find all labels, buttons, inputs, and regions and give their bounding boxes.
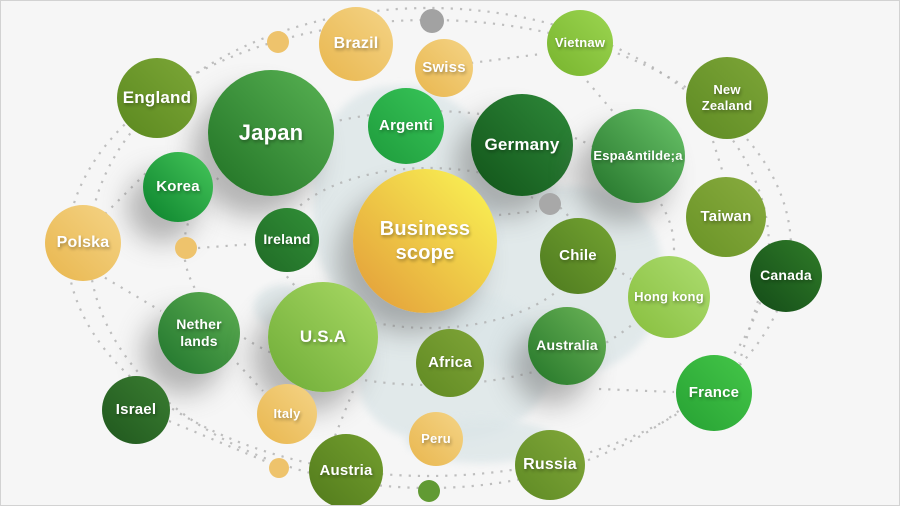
bubble-label: Japan bbox=[238, 119, 304, 145]
bubble-label: Brazil bbox=[333, 35, 379, 53]
bubble-label: Australia bbox=[536, 337, 598, 354]
decorative-dot bbox=[418, 480, 440, 502]
bubble-new-zealand[interactable]: New Zealand bbox=[686, 57, 768, 139]
bubble-label: Canada bbox=[760, 267, 812, 284]
bubble-label: Germany bbox=[484, 134, 560, 154]
bubble-label: New Zealand bbox=[701, 82, 753, 113]
bubble-chile[interactable]: Chile bbox=[540, 218, 616, 294]
bubble-africa[interactable]: Africa bbox=[416, 329, 484, 397]
bubble-england[interactable]: England bbox=[117, 58, 197, 138]
bubble-label: England bbox=[122, 87, 192, 107]
bubble-label: Taiwan bbox=[700, 207, 752, 225]
bubble-korea[interactable]: Korea bbox=[143, 152, 213, 222]
bubble-label: Israel bbox=[115, 400, 157, 418]
bubble-label: Polska bbox=[56, 234, 110, 252]
bubble-usa[interactable]: U.S.A bbox=[268, 282, 378, 392]
bubble-australia[interactable]: Australia bbox=[528, 307, 606, 385]
bubble-label: Austria bbox=[319, 461, 373, 479]
bubble-france[interactable]: France bbox=[676, 355, 752, 431]
bubble-japan[interactable]: Japan bbox=[208, 70, 334, 196]
bubble-label: Espa&ntilde;a bbox=[593, 148, 683, 164]
decorative-dot bbox=[269, 458, 289, 478]
bubble-label: Business scope bbox=[379, 217, 471, 264]
bubble-label: U.S.A bbox=[299, 326, 347, 346]
decorative-dot bbox=[420, 9, 444, 33]
bubble-brazil[interactable]: Brazil bbox=[319, 7, 393, 81]
bubble-label: Africa bbox=[428, 353, 472, 371]
bubble-peru[interactable]: Peru bbox=[409, 412, 463, 466]
decorative-dot bbox=[539, 193, 561, 215]
bubble-label: Russia bbox=[523, 456, 577, 474]
bubble-vietnaw[interactable]: Vietnaw bbox=[547, 10, 613, 76]
bubble-russia[interactable]: Russia bbox=[515, 430, 585, 500]
bubble-taiwan[interactable]: Taiwan bbox=[686, 177, 766, 257]
bubble-label: Chile bbox=[559, 246, 597, 264]
bubble-business-scope[interactable]: Business scope bbox=[353, 169, 497, 313]
bubble-label: Peru bbox=[421, 431, 451, 447]
bubble-austria[interactable]: Austria bbox=[309, 434, 383, 505]
decorative-dot bbox=[175, 237, 197, 259]
bubble-label: Swiss bbox=[422, 58, 466, 76]
bubble-argenti[interactable]: Argenti bbox=[368, 88, 444, 164]
bubble-canada[interactable]: Canada bbox=[750, 240, 822, 312]
bubble-hong-kong[interactable]: Hong kong bbox=[628, 256, 710, 338]
decorative-dot bbox=[267, 31, 289, 53]
bubble-label: Nether lands bbox=[176, 315, 222, 349]
bubble-swiss[interactable]: Swiss bbox=[415, 39, 473, 97]
bubble-label: Ireland bbox=[263, 231, 311, 248]
bubble-label: Italy bbox=[273, 406, 301, 422]
bubble-label: Korea bbox=[156, 177, 200, 195]
bubble-ireland[interactable]: Ireland bbox=[255, 208, 319, 272]
bubble-polska[interactable]: Polska bbox=[45, 205, 121, 281]
bubble-label: Hong kong bbox=[634, 289, 704, 305]
bubble-label: Vietnaw bbox=[554, 35, 606, 51]
bubble-label: Argenti bbox=[379, 116, 433, 134]
bubble-germany[interactable]: Germany bbox=[471, 94, 573, 196]
bubble-label: France bbox=[688, 383, 740, 401]
bubble-espana[interactable]: Espa&ntilde;a bbox=[591, 109, 685, 203]
bubble-israel[interactable]: Israel bbox=[102, 376, 170, 444]
bubble-netherlands[interactable]: Nether lands bbox=[158, 292, 240, 374]
bubble-italy[interactable]: Italy bbox=[257, 384, 317, 444]
